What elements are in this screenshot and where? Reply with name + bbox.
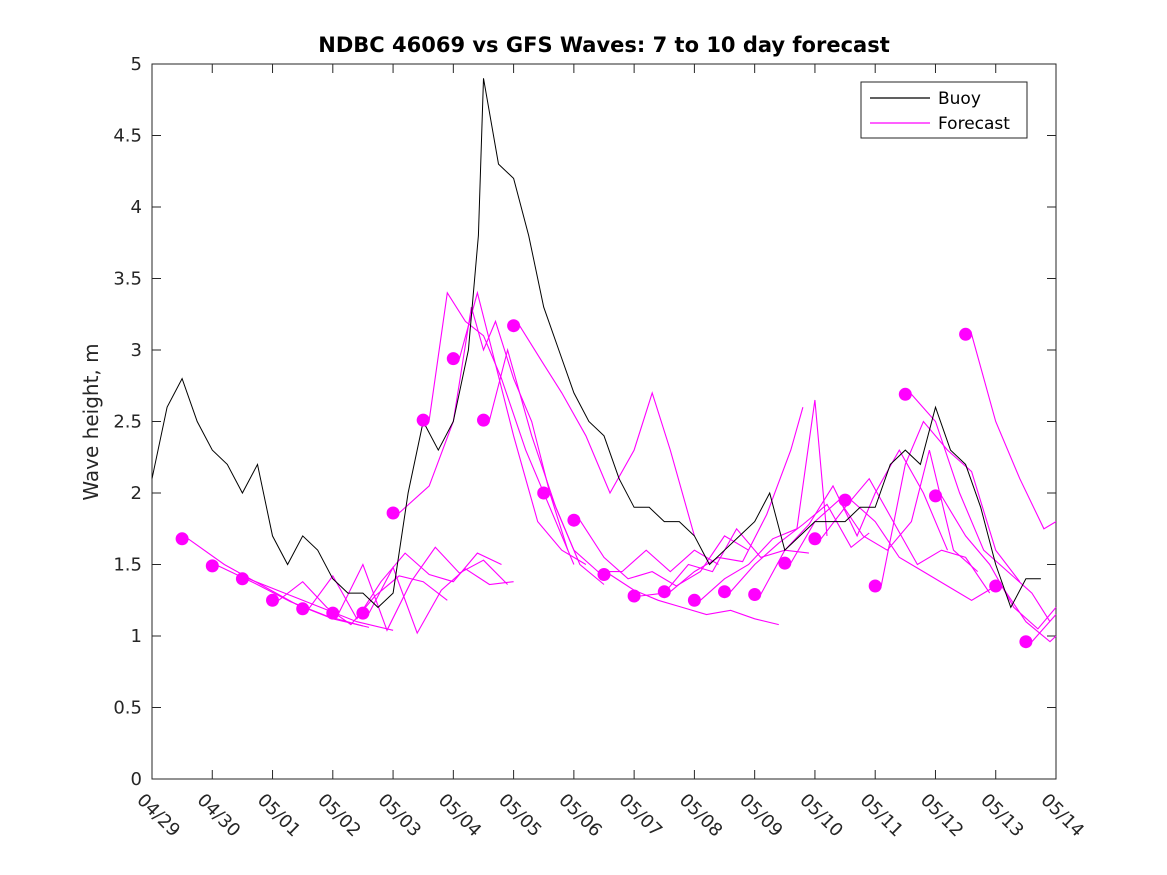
legend-label: Forecast [938,114,1010,134]
forecast-point [627,589,641,603]
forecast-run-line [187,538,370,628]
forecast-point [537,486,551,500]
forecast-point [989,579,1003,593]
forecast-point [326,606,340,620]
forecast-run-line [458,290,587,565]
forecast-run-line [308,552,502,620]
forecast-run-line [549,492,719,573]
y-tick-label: 2 [131,483,142,504]
forecast-run-line [488,347,605,585]
forecast-point [205,559,219,573]
forecast-run-line [730,503,870,593]
y-tick-label: 4 [131,197,142,218]
y-tick-label: 3.5 [113,269,142,290]
forecast-point [446,352,460,366]
forecast-point [567,513,581,527]
forecast-point [266,593,279,607]
forecast-point [597,568,611,581]
forecast-point [477,413,490,427]
y-tick-label: 3 [131,340,142,361]
forecast-point [235,572,249,586]
forecast-run-line [338,546,508,632]
forecast-point [507,319,521,333]
forecast-run-line [700,399,828,601]
forecast-point [929,489,942,503]
forecast-point [718,585,731,599]
forecast-point [356,606,370,620]
y-tick-label: 2.5 [113,412,142,433]
forecast-point [386,506,400,520]
forecast-run-line [790,449,979,573]
forecast-run-line [579,519,749,587]
y-tick-label: 0 [131,769,142,790]
forecast-run-line [398,306,569,551]
forecast-point [748,588,762,601]
chart-title: NDBC 46069 vs GFS Waves: 7 to 10 day for… [318,33,889,57]
forecast-point [175,532,189,546]
forecast-run-line [368,566,514,635]
forecast-point [687,593,701,607]
buoy-line [151,78,1041,609]
y-tick-label: 1.5 [113,555,142,576]
legend-label: Buoy [938,89,981,109]
y-tick-label: 4.5 [113,126,142,147]
y-tick-label: 1 [131,626,142,647]
forecast-point [959,327,973,341]
forecast-run-line [971,334,1057,530]
forecast-run-line [760,448,949,595]
forecast-point [808,532,822,546]
forecast-point [657,585,671,599]
y-tick-label: 0.5 [113,698,142,719]
forecast-run-line [669,407,804,593]
forecast-run-line [910,393,1051,622]
forecast-point [898,387,912,401]
forecast-run-line [519,325,695,537]
forecast-point [868,579,882,593]
forecast-point [838,493,852,507]
y-axis-label: Wave height, m [79,343,103,500]
forecast-point [778,556,792,570]
forecast-run-line [1001,585,1057,643]
y-tick-label: 5 [131,54,142,75]
legend-box [860,81,1028,139]
forecast-run-line [850,499,996,601]
forecast-point [416,413,430,427]
forecast-run-line [1031,614,1057,643]
forecast-point [1019,635,1033,649]
forecast-run-line [880,420,1021,587]
forecast-run-line [248,578,394,631]
forecast-point [296,602,310,616]
